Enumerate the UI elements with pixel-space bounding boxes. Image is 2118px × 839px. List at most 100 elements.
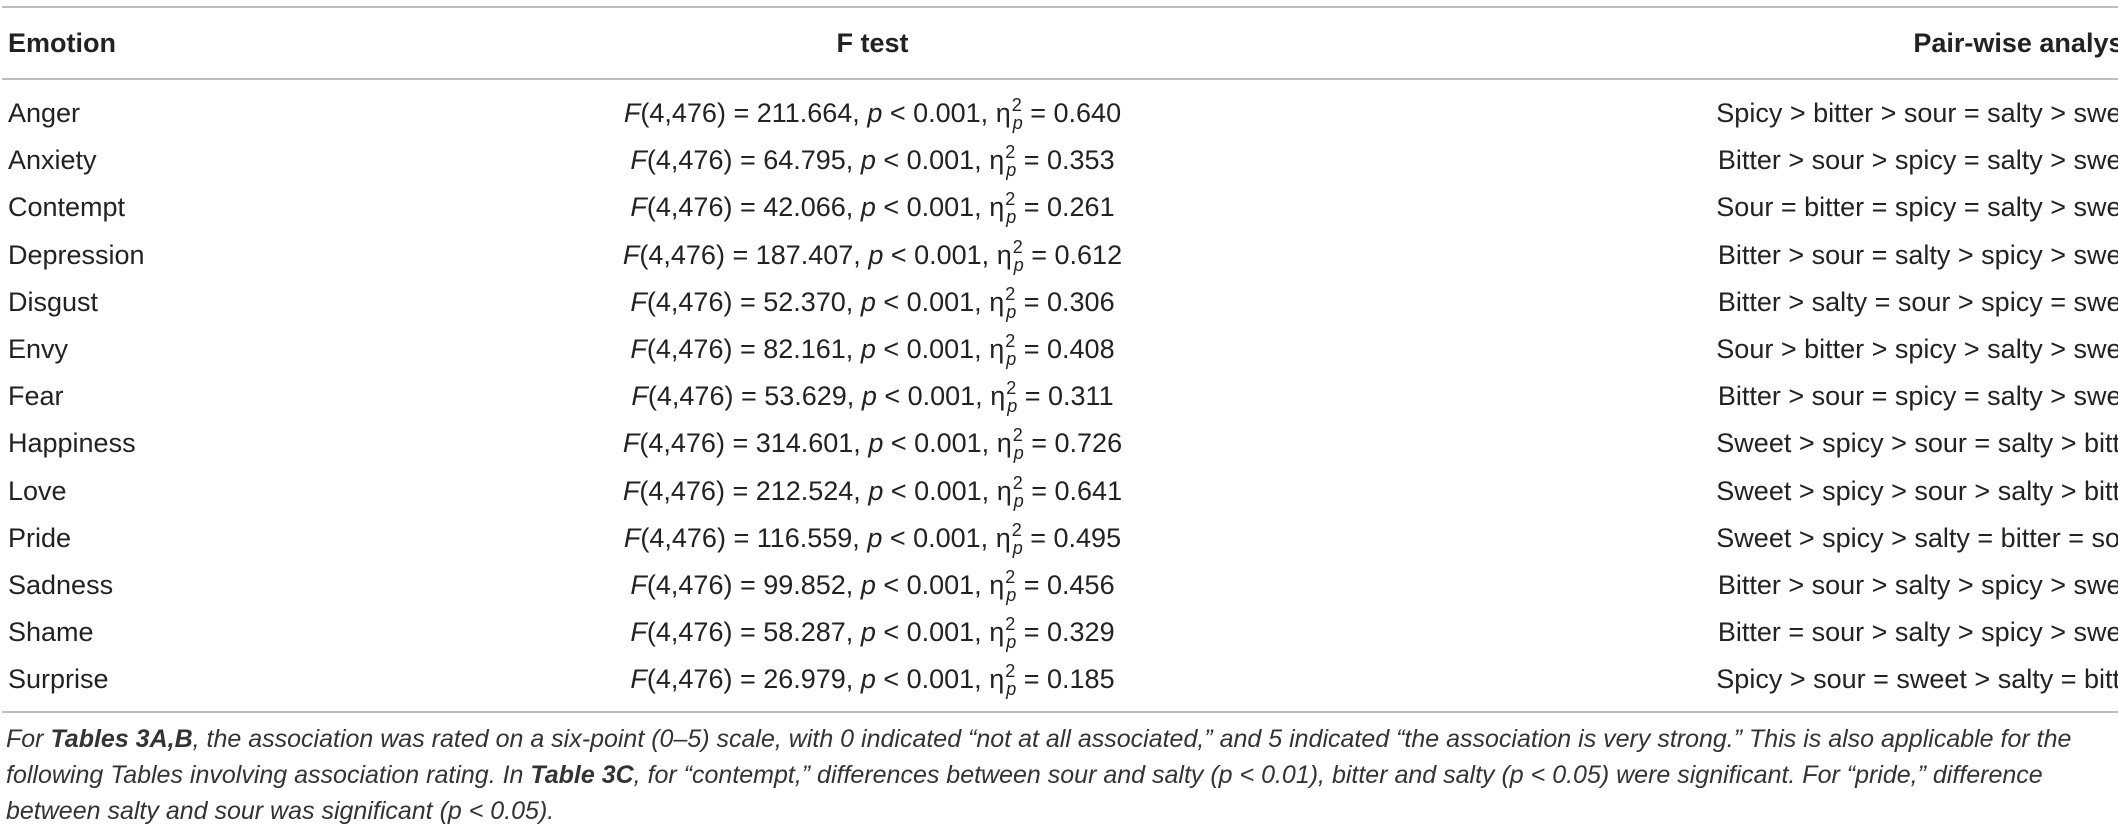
- eta-value: = 0.306: [1016, 286, 1115, 317]
- results-table: Emotion F test Pair-wise analysis Anger F…: [2, 6, 2118, 713]
- eta-superscript: 2: [1006, 378, 1017, 399]
- eta-letter: η: [989, 286, 1005, 317]
- eta-superscript: 2: [1012, 236, 1023, 257]
- f-value: (4,476) = 82.161,: [646, 334, 861, 365]
- f-symbol: F: [622, 239, 640, 270]
- f-test-cell: F(4,476) = 82.161, p < 0.001, η2p = 0.40…: [519, 326, 1226, 373]
- eta-subscript: p: [1013, 490, 1024, 511]
- p-value: < 0.001,: [875, 334, 990, 365]
- table-footnote: For Tables 3A,B, the association was rat…: [6, 721, 2110, 829]
- f-test-cell: F(4,476) = 99.852, p < 0.001, η2p = 0.45…: [519, 562, 1226, 609]
- p-value: < 0.001,: [882, 522, 996, 553]
- f-symbol: F: [631, 381, 648, 412]
- table-row: Fear F(4,476) = 53.629, p < 0.001, η2p = …: [2, 373, 2118, 420]
- eta-symbol: η2p: [997, 425, 1024, 463]
- eta-letter: η: [996, 475, 1012, 506]
- emotion-cell: Disgust: [8, 286, 99, 317]
- pairwise-cell: Sweet > spicy > salty = bitter = sour: [1716, 522, 2118, 553]
- eta-symbol: η2p: [989, 142, 1016, 180]
- eta-symbol: η2p: [989, 661, 1016, 699]
- eta-symbol: η2p: [996, 472, 1024, 511]
- header-f-test: F test: [836, 27, 909, 58]
- f-value: (4,476) = 212.524,: [639, 475, 869, 506]
- table-body: Anger F(4,476) = 211.664, p < 0.001, η2p …: [2, 79, 2118, 713]
- table-row: Envy F(4,476) = 82.161, p < 0.001, η2p = …: [2, 326, 2118, 373]
- emotion-cell: Contempt: [8, 192, 126, 223]
- table-header: Emotion F test Pair-wise analysis: [2, 7, 2118, 79]
- pairwise-cell: Spicy > sour = sweet > salty = bitter: [1716, 664, 2118, 695]
- eta-superscript: 2: [1005, 189, 1016, 210]
- eta-letter: η: [989, 192, 1005, 223]
- eta-value: = 0.408: [1016, 334, 1115, 365]
- p-symbol: p: [868, 239, 884, 270]
- p-symbol: p: [867, 98, 883, 129]
- eta-subscript: p: [1006, 349, 1017, 370]
- note-text-3: , for “contempt,” differences between so…: [6, 761, 2043, 826]
- p-value: < 0.001,: [883, 428, 997, 459]
- eta-subscript: p: [1006, 301, 1017, 322]
- f-symbol: F: [630, 334, 647, 365]
- table-row: Surprise F(4,476) = 26.979, p < 0.001, η2…: [2, 656, 2118, 713]
- emotion-cell: Depression: [8, 239, 145, 270]
- eta-letter: η: [995, 98, 1011, 129]
- pairwise-cell: Sour = bitter = spicy = salty > sweet: [1716, 192, 2118, 223]
- p-symbol: p: [860, 664, 876, 695]
- eta-superscript: 2: [1011, 95, 1022, 116]
- f-value: (4,476) = 314.601,: [639, 428, 869, 459]
- eta-letter: η: [989, 569, 1005, 600]
- f-symbol: F: [622, 428, 640, 459]
- note-text-1: For: [6, 725, 51, 754]
- emotion-cell: Shame: [8, 617, 94, 648]
- p-symbol: p: [860, 334, 876, 365]
- eta-superscript: 2: [1005, 142, 1016, 163]
- pairwise-cell: Sweet > spicy > sour > salty > bitter: [1716, 475, 2118, 506]
- emotion-cell: Anxiety: [8, 145, 97, 176]
- f-value: (4,476) = 99.852,: [646, 569, 861, 600]
- eta-subscript: p: [1012, 537, 1023, 558]
- eta-superscript: 2: [1005, 614, 1016, 635]
- f-value: (4,476) = 211.664,: [640, 98, 868, 129]
- pairwise-cell: Bitter > sour = salty > spicy > sweet: [1717, 239, 2118, 270]
- emotion-cell: Pride: [8, 522, 72, 553]
- table-row: Contempt F(4,476) = 42.066, p < 0.001, η2…: [2, 184, 2118, 231]
- p-symbol: p: [860, 192, 876, 223]
- p-value: < 0.001,: [883, 239, 997, 270]
- p-value: < 0.001,: [875, 617, 990, 648]
- eta-superscript: 2: [1012, 425, 1023, 446]
- f-symbol: F: [630, 192, 647, 223]
- f-value: (4,476) = 42.066,: [646, 192, 861, 223]
- note-text-2: , the association was rated on a six-poi…: [6, 725, 2072, 790]
- eta-superscript: 2: [1012, 472, 1023, 493]
- note-table-ref-1[interactable]: Tables 3A,B: [50, 725, 193, 754]
- f-test-cell: F(4,476) = 64.795, p < 0.001, η2p = 0.35…: [519, 137, 1226, 184]
- eta-letter: η: [989, 664, 1005, 695]
- pairwise-cell: Sour > bitter > spicy > salty > sweet: [1716, 334, 2118, 365]
- pairwise-cell: Bitter > sour > salty > spicy > sweet: [1717, 569, 2118, 600]
- p-value: < 0.001,: [875, 664, 990, 695]
- eta-subscript: p: [1006, 584, 1017, 605]
- eta-subscript: p: [1006, 160, 1017, 181]
- eta-superscript: 2: [1005, 566, 1016, 587]
- table-row: Love F(4,476) = 212.524, p < 0.001, η2p =…: [2, 468, 2118, 515]
- emotion-cell: Fear: [8, 381, 64, 412]
- f-symbol: F: [630, 145, 647, 176]
- eta-symbol: η2p: [997, 236, 1024, 275]
- table-row: Shame F(4,476) = 58.287, p < 0.001, η2p =…: [2, 609, 2118, 656]
- header-row: Emotion F test Pair-wise analysis: [2, 7, 2118, 79]
- header-emotion: Emotion: [8, 27, 116, 58]
- eta-letter: η: [989, 145, 1005, 176]
- p-value: < 0.001,: [883, 475, 997, 506]
- f-test-cell: F(4,476) = 58.287, p < 0.001, η2p = 0.32…: [519, 609, 1226, 656]
- note-table-ref-2[interactable]: Table 3C: [530, 761, 634, 790]
- pairwise-cell: Sweet > spicy > sour = salty > bitter: [1716, 428, 2118, 459]
- f-symbol: F: [630, 617, 647, 648]
- emotion-cell: Happiness: [8, 428, 136, 459]
- f-value: (4,476) = 116.559,: [640, 522, 868, 553]
- f-value: (4,476) = 53.629,: [647, 381, 862, 412]
- f-symbol: F: [630, 664, 647, 695]
- p-value: < 0.001,: [875, 286, 990, 317]
- f-value: (4,476) = 64.795,: [646, 145, 861, 176]
- f-symbol: F: [630, 569, 647, 600]
- header-pairwise: Pair-wise analysis: [1913, 27, 2118, 58]
- eta-value: = 0.261: [1016, 192, 1115, 223]
